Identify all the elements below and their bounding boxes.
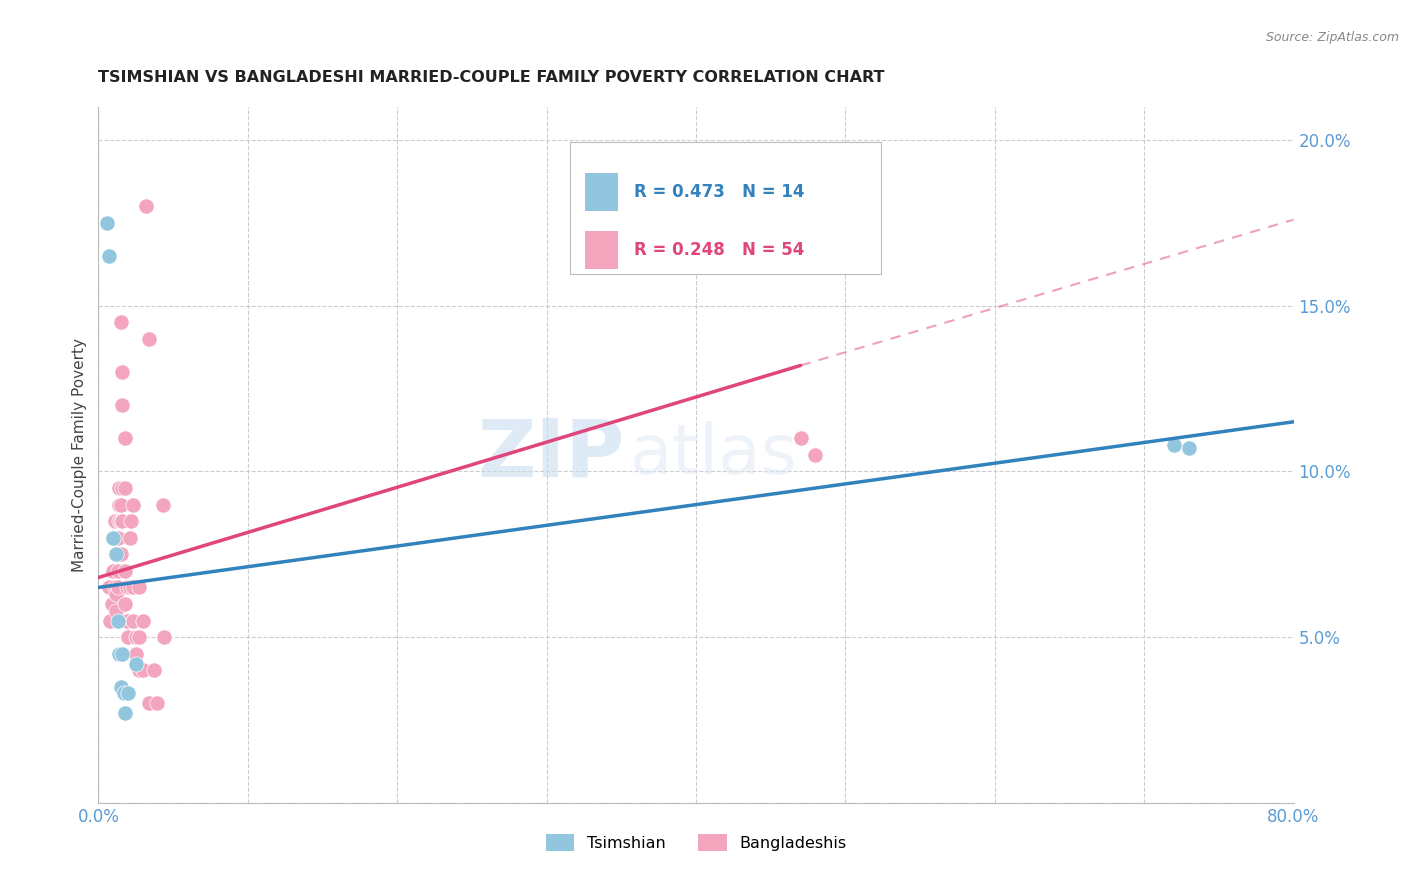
Text: R = 0.248   N = 54: R = 0.248 N = 54 <box>634 241 804 260</box>
Point <box>125 630 148 644</box>
Point <box>114 481 136 495</box>
Point <box>125 657 148 671</box>
Point <box>128 663 150 677</box>
Point <box>114 564 136 578</box>
Point <box>101 597 124 611</box>
Point <box>103 564 125 578</box>
Point <box>115 614 138 628</box>
Point <box>110 547 132 561</box>
Text: Source: ZipAtlas.com: Source: ZipAtlas.com <box>1265 31 1399 45</box>
FancyBboxPatch shape <box>585 231 619 269</box>
Legend: Tsimshian, Bangladeshis: Tsimshian, Bangladeshis <box>538 828 853 857</box>
Point <box>105 604 128 618</box>
Point <box>128 581 150 595</box>
Point <box>105 587 128 601</box>
Point <box>103 531 125 545</box>
Point <box>1163 438 1185 452</box>
Point <box>108 647 131 661</box>
Point <box>117 630 139 644</box>
Point <box>105 547 128 561</box>
Point <box>804 448 827 462</box>
Text: R = 0.473   N = 14: R = 0.473 N = 14 <box>634 183 804 201</box>
Point <box>107 614 129 628</box>
Text: atlas: atlas <box>630 421 799 489</box>
Point <box>110 498 132 512</box>
Point <box>132 663 155 677</box>
Point <box>152 498 174 512</box>
Point <box>117 630 139 644</box>
Point <box>107 564 129 578</box>
Point <box>121 581 143 595</box>
Point <box>114 597 136 611</box>
Point <box>97 249 120 263</box>
Point <box>108 481 131 495</box>
Point <box>107 531 129 545</box>
Point <box>1178 442 1201 456</box>
Point <box>103 531 125 545</box>
Point <box>115 581 138 595</box>
Text: TSIMSHIAN VS BANGLADESHI MARRIED-COUPLE FAMILY POVERTY CORRELATION CHART: TSIMSHIAN VS BANGLADESHI MARRIED-COUPLE … <box>98 70 884 85</box>
Point <box>104 581 127 595</box>
Point <box>111 647 134 661</box>
Point <box>110 680 132 694</box>
Point <box>112 686 135 700</box>
Point <box>132 614 155 628</box>
Point <box>117 686 139 700</box>
Point <box>125 647 148 661</box>
Point <box>135 199 157 213</box>
Point <box>111 514 134 528</box>
Point <box>96 216 118 230</box>
Point <box>111 481 134 495</box>
Point <box>118 531 141 545</box>
FancyBboxPatch shape <box>585 173 619 211</box>
Point <box>121 498 143 512</box>
Point <box>107 581 129 595</box>
Point <box>118 581 141 595</box>
Text: ZIP: ZIP <box>477 416 624 494</box>
Point <box>114 431 136 445</box>
Point <box>111 365 134 379</box>
Point <box>97 581 120 595</box>
FancyBboxPatch shape <box>571 142 882 274</box>
Point <box>114 706 136 721</box>
Point <box>142 663 165 677</box>
Point <box>105 547 128 561</box>
Point <box>120 514 142 528</box>
Point <box>110 315 132 329</box>
Y-axis label: Married-Couple Family Poverty: Married-Couple Family Poverty <box>72 338 87 572</box>
Point <box>153 630 176 644</box>
Point <box>121 614 143 628</box>
Point <box>138 332 160 346</box>
Point <box>104 514 127 528</box>
Point <box>128 630 150 644</box>
Point <box>98 614 122 628</box>
Point <box>111 398 134 412</box>
Point <box>108 498 131 512</box>
Point <box>145 697 167 711</box>
Point <box>789 431 811 445</box>
Point <box>138 697 160 711</box>
Point <box>110 514 132 528</box>
Point <box>108 514 131 528</box>
